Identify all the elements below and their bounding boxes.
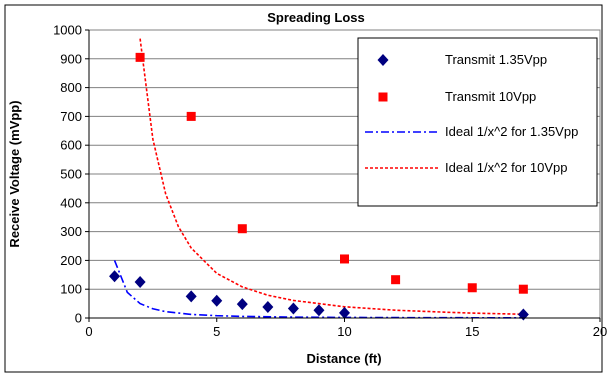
- legend-label-ideal-10: Ideal 1/x^2 for 10Vpp: [445, 160, 567, 175]
- y-tick-label-10: 1000: [53, 23, 82, 38]
- series-0-point-7: [313, 304, 325, 317]
- axes: [85, 29, 601, 322]
- series-0-point-4: [236, 298, 248, 311]
- series-0-point-6: [287, 302, 299, 315]
- series-1-point-6: [518, 284, 528, 294]
- y-tick-label-2: 200: [60, 253, 82, 268]
- y-tick-label-5: 500: [60, 167, 82, 182]
- x-tick-label-4: 20: [593, 324, 607, 339]
- series-0-point-5: [262, 301, 274, 314]
- y-tick-label-4: 400: [60, 195, 82, 210]
- y-tick-label-1: 100: [60, 282, 82, 297]
- series-layer: [109, 38, 529, 321]
- legend-box: [357, 37, 598, 207]
- series-0-point-1: [134, 276, 146, 288]
- y-tick-label-6: 600: [60, 138, 82, 153]
- legend: Transmit 1.35Vpp Transmit 10Vpp Ideal 1/…: [357, 37, 598, 207]
- x-axis-label: Distance (ft): [306, 351, 381, 366]
- tick-labels: 0 100 200 300 400 500 600 700 800 900 1000 0 5 10 15 20: [53, 23, 607, 340]
- x-tick-label-3: 15: [465, 324, 479, 339]
- series-0-point-0: [109, 270, 121, 283]
- legend-label-transmit-1-35: Transmit 1.35Vpp: [445, 52, 547, 67]
- legend-swatch-1: [378, 92, 388, 102]
- series-0-point-3: [211, 294, 223, 307]
- series-1-point-5: [467, 283, 477, 293]
- legend-label-ideal-1-35: Ideal 1/x^2 for 1.35Vpp: [445, 124, 578, 139]
- y-tick-label-3: 300: [60, 224, 82, 239]
- series-1-point-3: [340, 254, 349, 264]
- x-tick-label-1: 5: [213, 324, 220, 339]
- series-0-point-2: [185, 290, 197, 303]
- series-1-point-4: [391, 275, 401, 285]
- series-0-point-8: [339, 306, 350, 319]
- x-tick-label-0: 0: [85, 324, 92, 339]
- x-tick-label-2: 10: [337, 324, 351, 339]
- y-tick-label-8: 800: [60, 80, 82, 95]
- y-tick-label-7: 700: [60, 109, 82, 124]
- series-1-point-0: [135, 52, 145, 62]
- series-line-3: [139, 38, 524, 316]
- series-1-point-2: [237, 224, 247, 234]
- legend-swatches: [365, 54, 440, 169]
- legend-swatch-0: [377, 54, 389, 66]
- chart-title: Spreading Loss: [267, 10, 365, 25]
- y-tick-label-9: 900: [60, 51, 82, 66]
- legend-label-transmit-10: Transmit 10Vpp: [445, 89, 536, 104]
- y-tick-label-0: 0: [75, 311, 82, 326]
- y-axis-label: Receive Voltage (mVpp): [7, 100, 22, 247]
- series-1-point-1: [186, 111, 196, 121]
